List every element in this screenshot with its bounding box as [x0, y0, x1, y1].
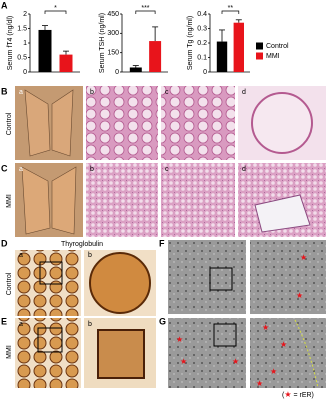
zoom-box — [213, 323, 237, 347]
sub-label: d — [242, 166, 246, 173]
y-tick-label: 0.5 — [17, 54, 27, 61]
rer-star: ★ — [232, 357, 239, 366]
rer-star: ★ — [262, 323, 269, 332]
y-tick-label: 0.1 — [197, 54, 207, 61]
row-label: MMI — [6, 194, 13, 208]
em-image — [168, 240, 246, 314]
note-text: = rER) — [292, 392, 314, 399]
y-tick-label: 0.3 — [197, 25, 207, 32]
sub-label: b — [88, 321, 92, 328]
bar — [129, 67, 142, 72]
sub-label: a — [19, 166, 23, 173]
panel-label: F — [159, 238, 165, 248]
y-axis-title: Serum Tg (ng/ml) — [187, 16, 194, 70]
follicle — [89, 252, 151, 314]
note-star: ★ — [284, 390, 291, 399]
histology-image — [86, 163, 158, 237]
significance-label: * — [54, 5, 57, 12]
panel-label: G — [159, 316, 166, 326]
legend-swatch — [256, 42, 263, 50]
y-tick-label: 450 — [107, 11, 119, 18]
sub-label: b — [88, 252, 92, 259]
follicle — [251, 92, 313, 154]
panel-label: E — [1, 316, 7, 326]
row-label: MMI — [6, 345, 13, 359]
y-tick-label: 0 — [115, 69, 119, 76]
rer-star: ★ — [256, 379, 263, 388]
legend-label: Control — [266, 43, 289, 50]
histology-image — [161, 86, 235, 160]
row-label: Control — [6, 272, 13, 295]
bar — [149, 41, 162, 72]
y-tick-label: 0.2 — [197, 40, 207, 47]
rer-star: ★ — [176, 335, 183, 344]
y-tick-label: 0 — [203, 69, 207, 76]
sub-label: a — [19, 89, 23, 96]
note: (★ = rER) — [282, 390, 314, 399]
sub-label: b — [90, 89, 94, 96]
follicle — [97, 329, 145, 379]
row-label: Control — [6, 112, 13, 135]
y-tick-label: 300 — [107, 30, 119, 37]
y-axis-title: Serum fT4 (ng/dl) — [7, 16, 14, 70]
significance-bracket — [221, 10, 240, 14]
rer-star: ★ — [296, 291, 303, 300]
legend-swatch — [256, 52, 263, 60]
gland-outline — [24, 89, 74, 157]
stain-label: Thyroglobulin — [61, 241, 103, 248]
ihc-image — [15, 318, 81, 388]
bar — [216, 41, 228, 72]
significance-label: ** — [228, 5, 234, 12]
em-image — [168, 318, 246, 388]
boundary — [294, 319, 319, 389]
bar — [59, 54, 73, 72]
zoom-box — [37, 327, 63, 353]
panel-label: A — [1, 0, 8, 10]
y-tick-label: 2 — [23, 11, 27, 18]
ihc-image — [15, 250, 81, 316]
sub-label: b — [90, 166, 94, 173]
panel-label: D — [1, 238, 8, 248]
y-tick-label: 1.5 — [17, 25, 27, 32]
panel-label: B — [1, 86, 8, 96]
sub-label: a — [19, 252, 23, 259]
panel-label: C — [1, 163, 8, 173]
y-tick-label: 0.4 — [197, 11, 207, 18]
rer-star: ★ — [280, 340, 287, 349]
zoom-box — [209, 267, 233, 291]
histology-image — [161, 163, 235, 237]
histology-image — [86, 86, 158, 160]
y-tick-label: 0 — [23, 69, 27, 76]
rer-star: ★ — [300, 253, 307, 262]
em-image — [250, 240, 326, 314]
y-axis-title: Serum TSH (ng/ml) — [99, 13, 106, 73]
sub-label: c — [165, 166, 169, 173]
sub-label: c — [165, 89, 169, 96]
sub-label: a — [19, 321, 23, 328]
y-tick-label: 150 — [107, 50, 119, 57]
bar — [38, 29, 52, 72]
em-image — [250, 318, 326, 388]
y-tick-label: 1 — [23, 40, 27, 47]
bar — [233, 22, 244, 72]
sub-label: d — [242, 89, 246, 96]
gland-outline — [21, 166, 77, 235]
follicle — [254, 194, 311, 233]
zoom-box — [39, 261, 63, 285]
note-text: ( — [282, 392, 285, 399]
significance-label: *** — [141, 5, 149, 12]
rer-star: ★ — [270, 367, 277, 376]
legend-label: MMI — [266, 53, 280, 60]
significance-bracket — [135, 10, 156, 14]
rer-star: ★ — [180, 357, 187, 366]
significance-bracket — [44, 10, 67, 14]
